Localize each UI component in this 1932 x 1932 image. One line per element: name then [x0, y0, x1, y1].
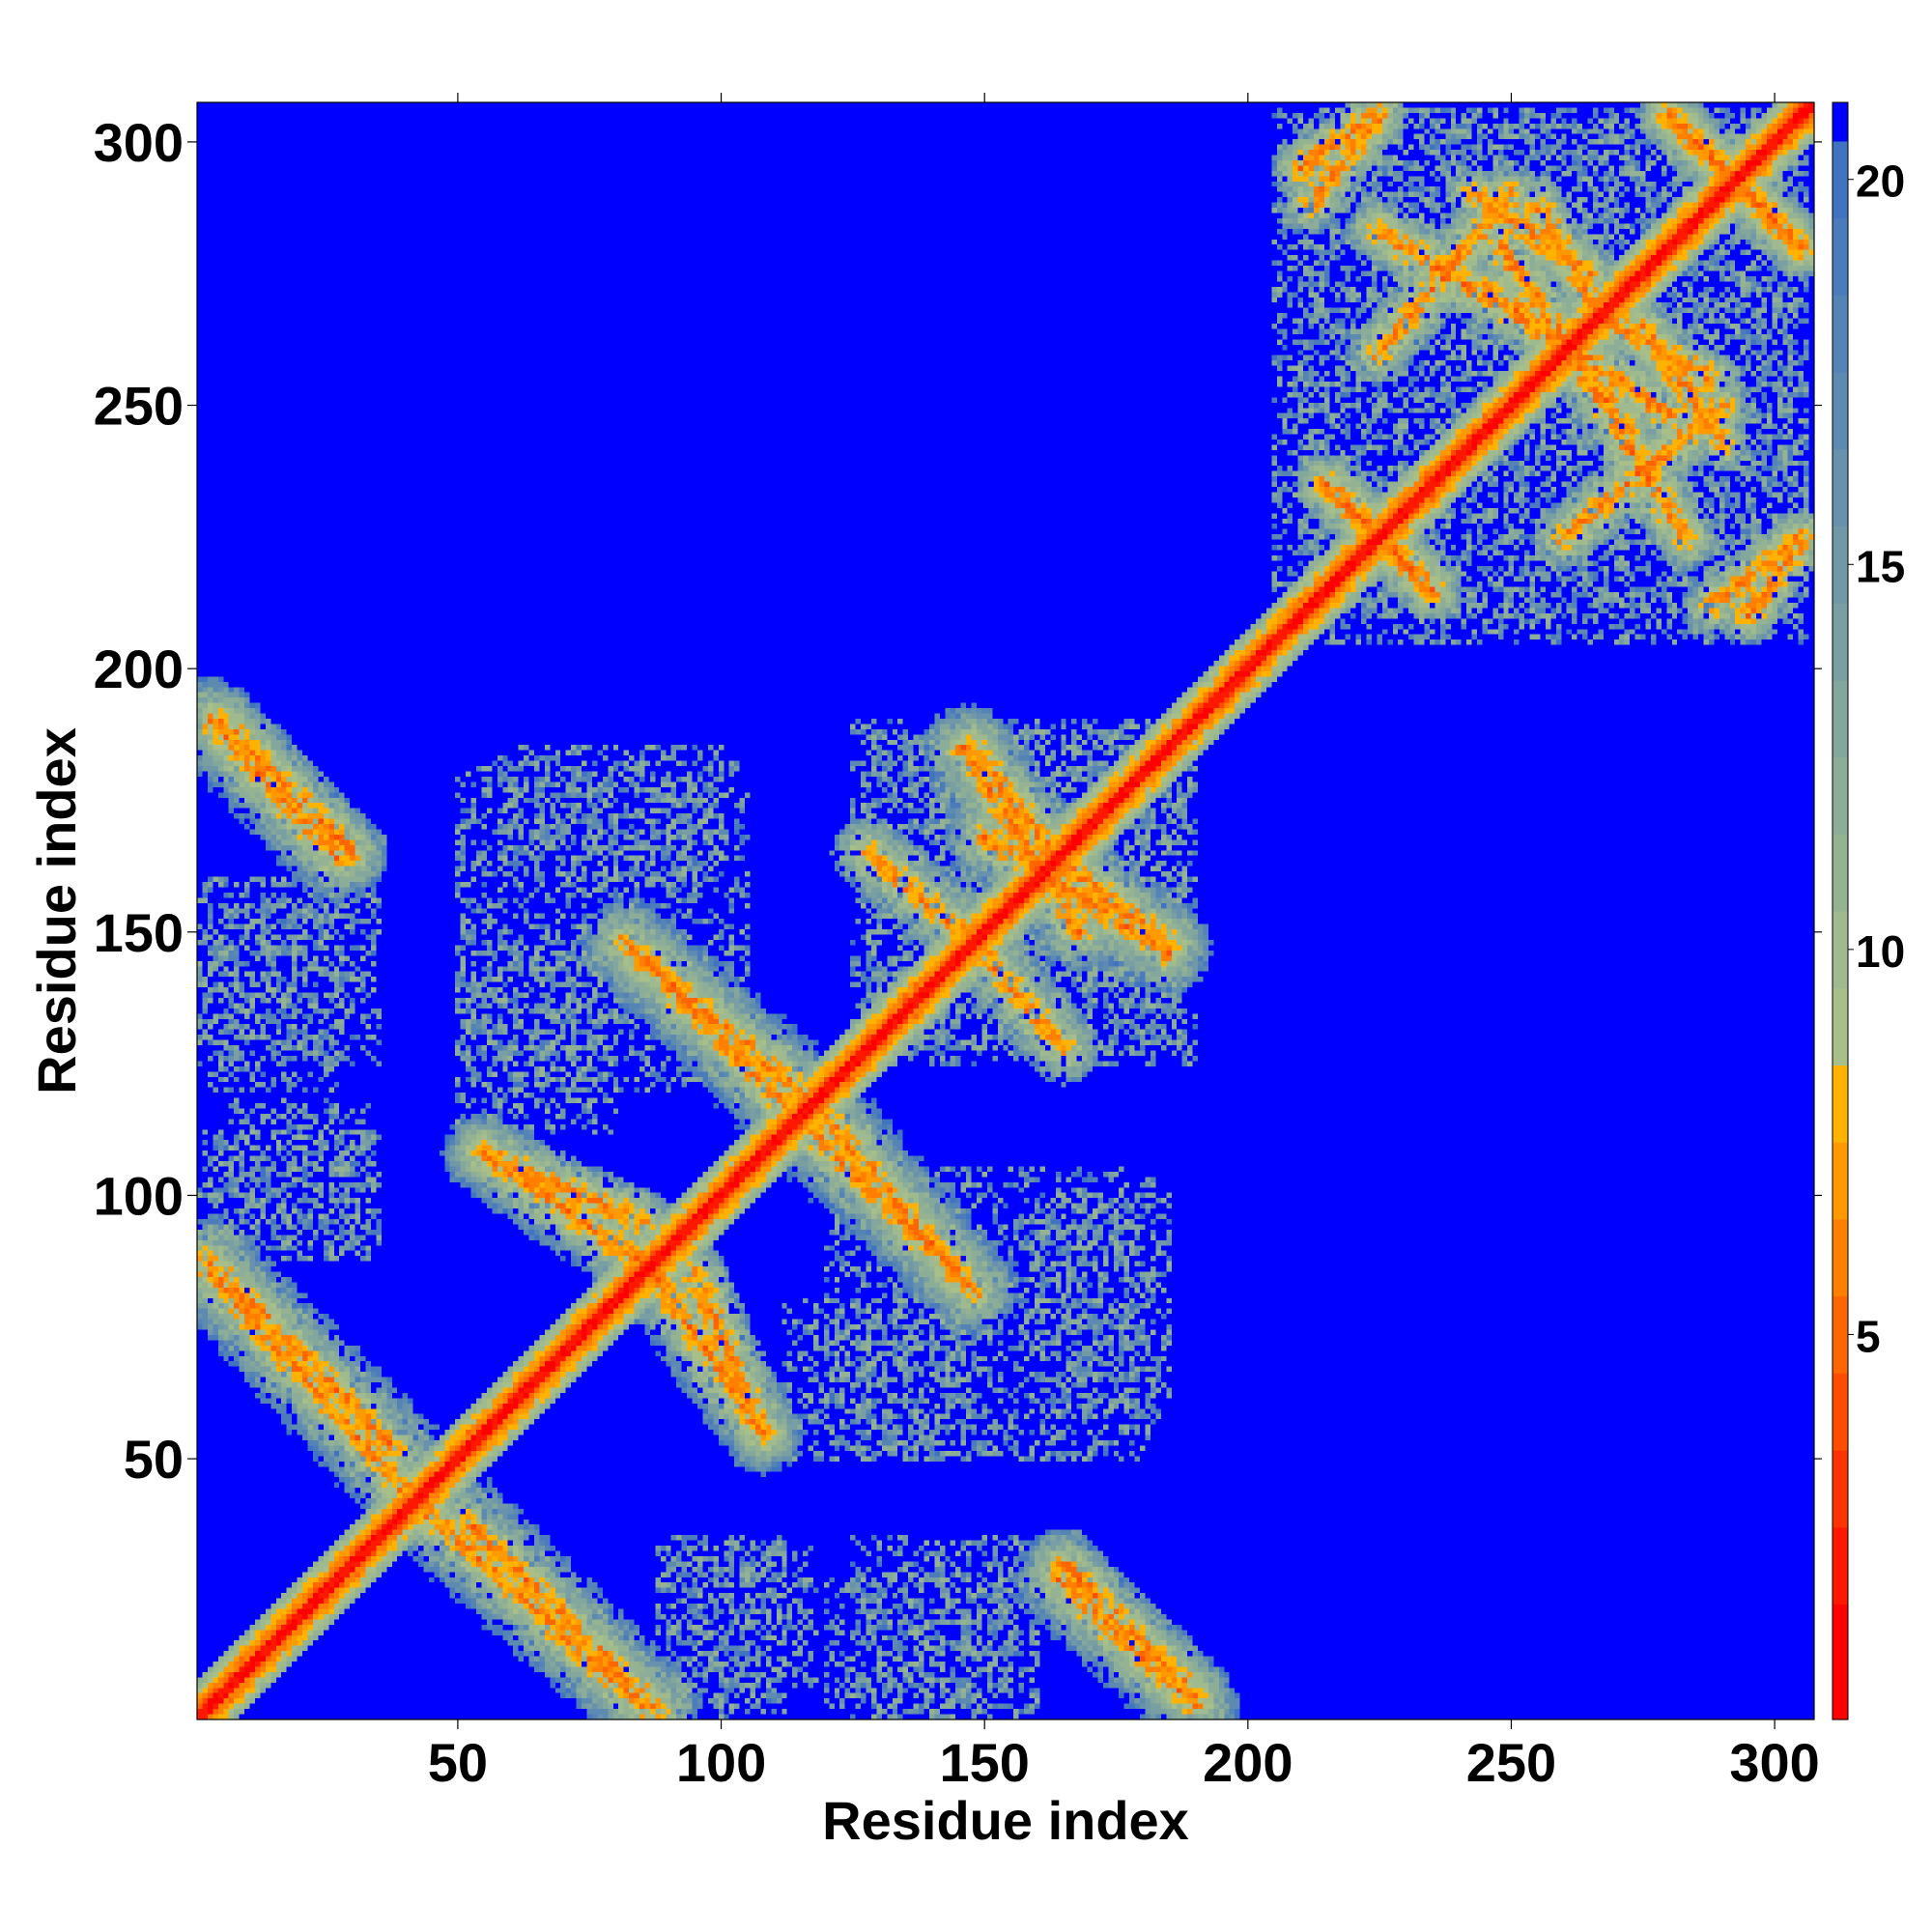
colorbar-level [1833, 987, 1848, 1066]
x-tick-label: 150 [939, 1732, 1029, 1793]
colorbar-level [1833, 372, 1848, 450]
y-tick-label: 100 [94, 1165, 184, 1226]
x-tick-label: 200 [1203, 1732, 1293, 1793]
x-axis-ticks: 50 100 150 200 250 300 [428, 93, 1820, 1793]
colorbar-tick-label: 15 [1856, 541, 1905, 591]
colorbar-level [1833, 1526, 1848, 1605]
colorbar-frame [1832, 101, 1849, 1720]
colorbar-level [1833, 756, 1848, 835]
colorbar-level [1833, 217, 1848, 296]
plot-frame [196, 101, 1815, 1720]
colorbar-tick-label: 20 [1856, 156, 1905, 207]
colorbar-level [1833, 679, 1848, 758]
colorbar-level [1833, 603, 1848, 681]
heatmap-cells [197, 102, 1814, 1719]
y-tick-label: 300 [94, 112, 184, 173]
x-axis-title: Residue index [822, 1790, 1189, 1851]
heatmap-image [197, 102, 1814, 1719]
x-tick-label: 100 [676, 1732, 766, 1793]
colorbar-level [1833, 102, 1848, 142]
y-tick-label: 150 [94, 902, 184, 963]
colorbar-level [1833, 1218, 1848, 1297]
colorbar-level [1833, 1604, 1848, 1720]
colorbar-level [1833, 1450, 1848, 1528]
y-axis-ticks: 50 100 150 200 250 300 [94, 112, 1822, 1490]
y-tick-label: 200 [94, 639, 184, 699]
colorbar-level [1833, 1065, 1848, 1143]
colorbar-level [1833, 911, 1848, 989]
colorbar-level [1833, 526, 1848, 604]
colorbar-level [1833, 140, 1848, 219]
colorbar-tick-label: 5 [1856, 1311, 1881, 1361]
x-tick-label: 300 [1729, 1732, 1819, 1793]
y-tick-label: 250 [94, 376, 184, 437]
y-tick-label: 50 [124, 1429, 184, 1490]
colorbar-level [1833, 834, 1848, 912]
x-tick-label: 250 [1466, 1732, 1556, 1793]
colorbar-tick-label: 10 [1856, 926, 1905, 977]
colorbar-level [1833, 1373, 1848, 1451]
colorbar-level [1833, 1295, 1848, 1374]
colorbar-ticks: 5 10 15 20 [1848, 156, 1905, 1361]
colorbar-level [1833, 295, 1848, 373]
colorbar-level [1833, 1142, 1848, 1220]
colorbar [1832, 101, 1849, 1720]
y-axis-title: Residue index [26, 727, 87, 1094]
colorbar-level [1833, 448, 1848, 527]
x-tick-label: 50 [428, 1732, 488, 1793]
